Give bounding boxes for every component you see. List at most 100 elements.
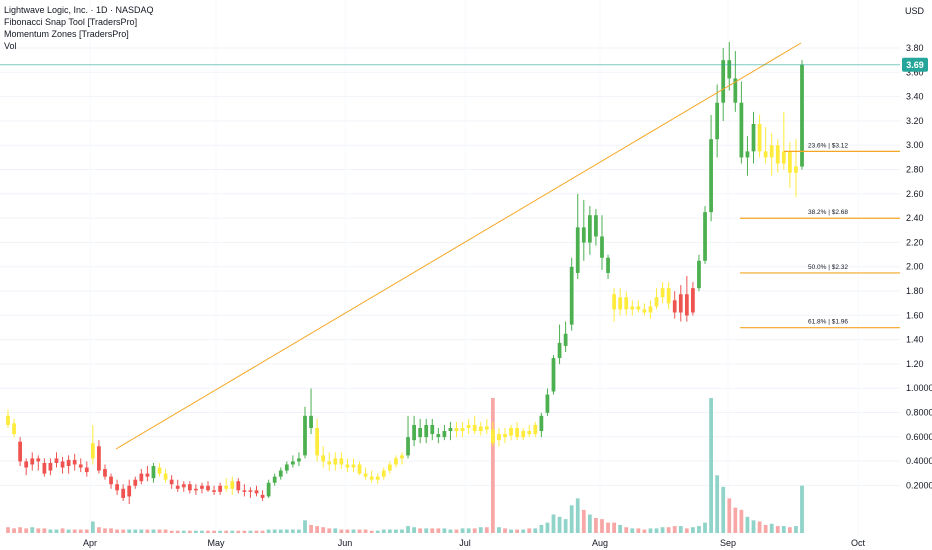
- volume-bar: [733, 507, 738, 533]
- volume-bar: [375, 530, 380, 533]
- y-tick-label: 2.20: [906, 237, 924, 247]
- candle-body: [794, 166, 798, 173]
- y-tick-label: 2.40: [906, 213, 924, 223]
- candle-body: [266, 482, 271, 497]
- candle-body: [369, 476, 374, 480]
- candle-body: [466, 424, 471, 428]
- volume-bar: [218, 530, 223, 533]
- x-tick-label: Jun: [338, 538, 353, 548]
- candle-body: [278, 470, 283, 477]
- volume-bar: [624, 527, 629, 533]
- candle-body: [394, 458, 398, 465]
- candle-body: [775, 145, 780, 164]
- candle-body: [375, 476, 380, 480]
- candle-body: [224, 485, 229, 489]
- candle-body: [357, 464, 362, 474]
- candle-body: [36, 458, 41, 462]
- volume-bar: [630, 528, 635, 533]
- indicator-momentum-label[interactable]: Momentum Zones [TradersPro]: [4, 29, 129, 39]
- volume-bar: [757, 521, 762, 533]
- y-tick-label: 0.4000: [906, 456, 932, 466]
- volume-bar: [30, 527, 35, 533]
- volume-bar: [739, 509, 744, 533]
- y-tick-label: 1.80: [906, 286, 924, 296]
- candle-body: [230, 481, 235, 489]
- candle-body: [503, 434, 507, 438]
- currency-label[interactable]: USD: [904, 6, 924, 16]
- volume-bar: [781, 526, 786, 533]
- volume-bar: [745, 516, 750, 533]
- volume-bar: [430, 528, 435, 533]
- volume-bar: [12, 528, 16, 533]
- volume-bar: [175, 530, 180, 533]
- candle-body: [84, 467, 89, 473]
- volume-bar: [339, 529, 344, 533]
- candle-body: [569, 266, 574, 325]
- indicator-volume-label[interactable]: Vol: [4, 41, 17, 51]
- candle-body: [745, 151, 750, 158]
- volume-bar: [618, 524, 623, 533]
- volume-bar: [672, 526, 677, 533]
- candle-body: [97, 446, 101, 471]
- y-tick-label: 2.60: [906, 189, 924, 199]
- candle-body: [387, 464, 392, 471]
- candle-body: [248, 490, 253, 492]
- volume-bar: [691, 527, 695, 533]
- candle-body: [212, 490, 216, 492]
- candle-body: [218, 485, 223, 492]
- candle-body: [242, 490, 247, 492]
- y-tick-label: 0.2000: [906, 480, 932, 490]
- volume-bar: [448, 529, 453, 533]
- candle-body: [636, 306, 641, 310]
- volume-bar: [327, 528, 332, 533]
- volume-bar: [400, 529, 404, 533]
- fib-level-label: 50.0% | $2.32: [808, 264, 848, 271]
- volume-bar: [594, 518, 598, 533]
- candle-body: [339, 458, 344, 465]
- candle-body: [327, 461, 332, 465]
- candle-body: [284, 464, 289, 471]
- y-tick-label: 3.80: [906, 43, 924, 53]
- last-price-badge: [902, 57, 928, 72]
- candle-body: [618, 297, 623, 310]
- candle-body: [769, 145, 774, 158]
- volume-bar: [727, 498, 732, 533]
- volume-bar: [297, 529, 301, 533]
- candle-body: [442, 431, 447, 438]
- volume-bar: [527, 528, 532, 533]
- candle-body: [30, 458, 35, 465]
- candle-body: [691, 288, 695, 313]
- volume-bar: [236, 530, 241, 533]
- volume-bar: [248, 530, 253, 533]
- volume-bar: [260, 530, 265, 533]
- candle-body: [351, 464, 356, 468]
- candle-body: [236, 481, 241, 491]
- volume-bar: [660, 527, 665, 533]
- candle-body: [563, 333, 568, 346]
- candle-body: [606, 257, 610, 273]
- volume-bar: [224, 530, 229, 533]
- volume-bar: [42, 528, 47, 533]
- volume-bar: [424, 528, 429, 533]
- candle-body: [472, 424, 477, 432]
- candle-body: [72, 459, 77, 465]
- volume-bar: [242, 530, 247, 533]
- volume-bar: [151, 529, 156, 533]
- indicator-fibonacci-label[interactable]: Fibonacci Snap Tool [TradersPro]: [4, 17, 138, 27]
- volume-bar: [491, 398, 495, 533]
- volume-bar: [163, 529, 168, 533]
- volume-bar: [515, 529, 520, 533]
- volume-bar: [157, 529, 162, 533]
- candle-body: [18, 441, 23, 462]
- symbol-title[interactable]: Lightwave Logic, Inc. · 1D · NASDAQ: [4, 5, 154, 15]
- candle-body: [484, 426, 489, 430]
- volume-bar: [497, 527, 501, 533]
- trend-line[interactable]: [115, 42, 802, 450]
- volume-bar: [206, 530, 210, 533]
- volume-bar: [290, 529, 295, 533]
- candle-body: [533, 424, 538, 435]
- volume-bar: [636, 528, 641, 533]
- volume-bar: [309, 524, 313, 533]
